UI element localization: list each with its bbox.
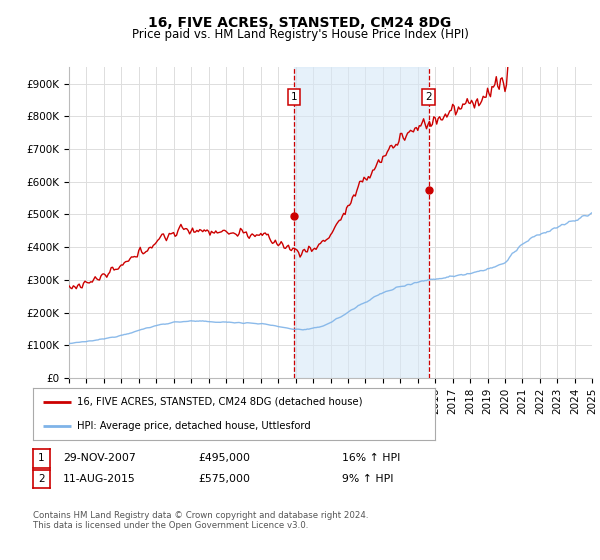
Text: 9% ↑ HPI: 9% ↑ HPI xyxy=(342,474,394,484)
Text: 2: 2 xyxy=(425,92,432,102)
Text: 16% ↑ HPI: 16% ↑ HPI xyxy=(342,454,400,463)
Text: HPI: Average price, detached house, Uttlesford: HPI: Average price, detached house, Uttl… xyxy=(77,421,311,431)
Text: 1: 1 xyxy=(38,454,45,463)
Text: £575,000: £575,000 xyxy=(198,474,250,484)
Text: Price paid vs. HM Land Registry's House Price Index (HPI): Price paid vs. HM Land Registry's House … xyxy=(131,28,469,41)
Text: Contains HM Land Registry data © Crown copyright and database right 2024.
This d: Contains HM Land Registry data © Crown c… xyxy=(33,511,368,530)
Text: 11-AUG-2015: 11-AUG-2015 xyxy=(63,474,136,484)
Text: £495,000: £495,000 xyxy=(198,454,250,463)
Text: 16, FIVE ACRES, STANSTED, CM24 8DG: 16, FIVE ACRES, STANSTED, CM24 8DG xyxy=(148,16,452,30)
Text: 1: 1 xyxy=(291,92,298,102)
Text: 29-NOV-2007: 29-NOV-2007 xyxy=(63,454,136,463)
Text: 16, FIVE ACRES, STANSTED, CM24 8DG (detached house): 16, FIVE ACRES, STANSTED, CM24 8DG (deta… xyxy=(77,397,363,407)
Text: 2: 2 xyxy=(38,474,45,484)
